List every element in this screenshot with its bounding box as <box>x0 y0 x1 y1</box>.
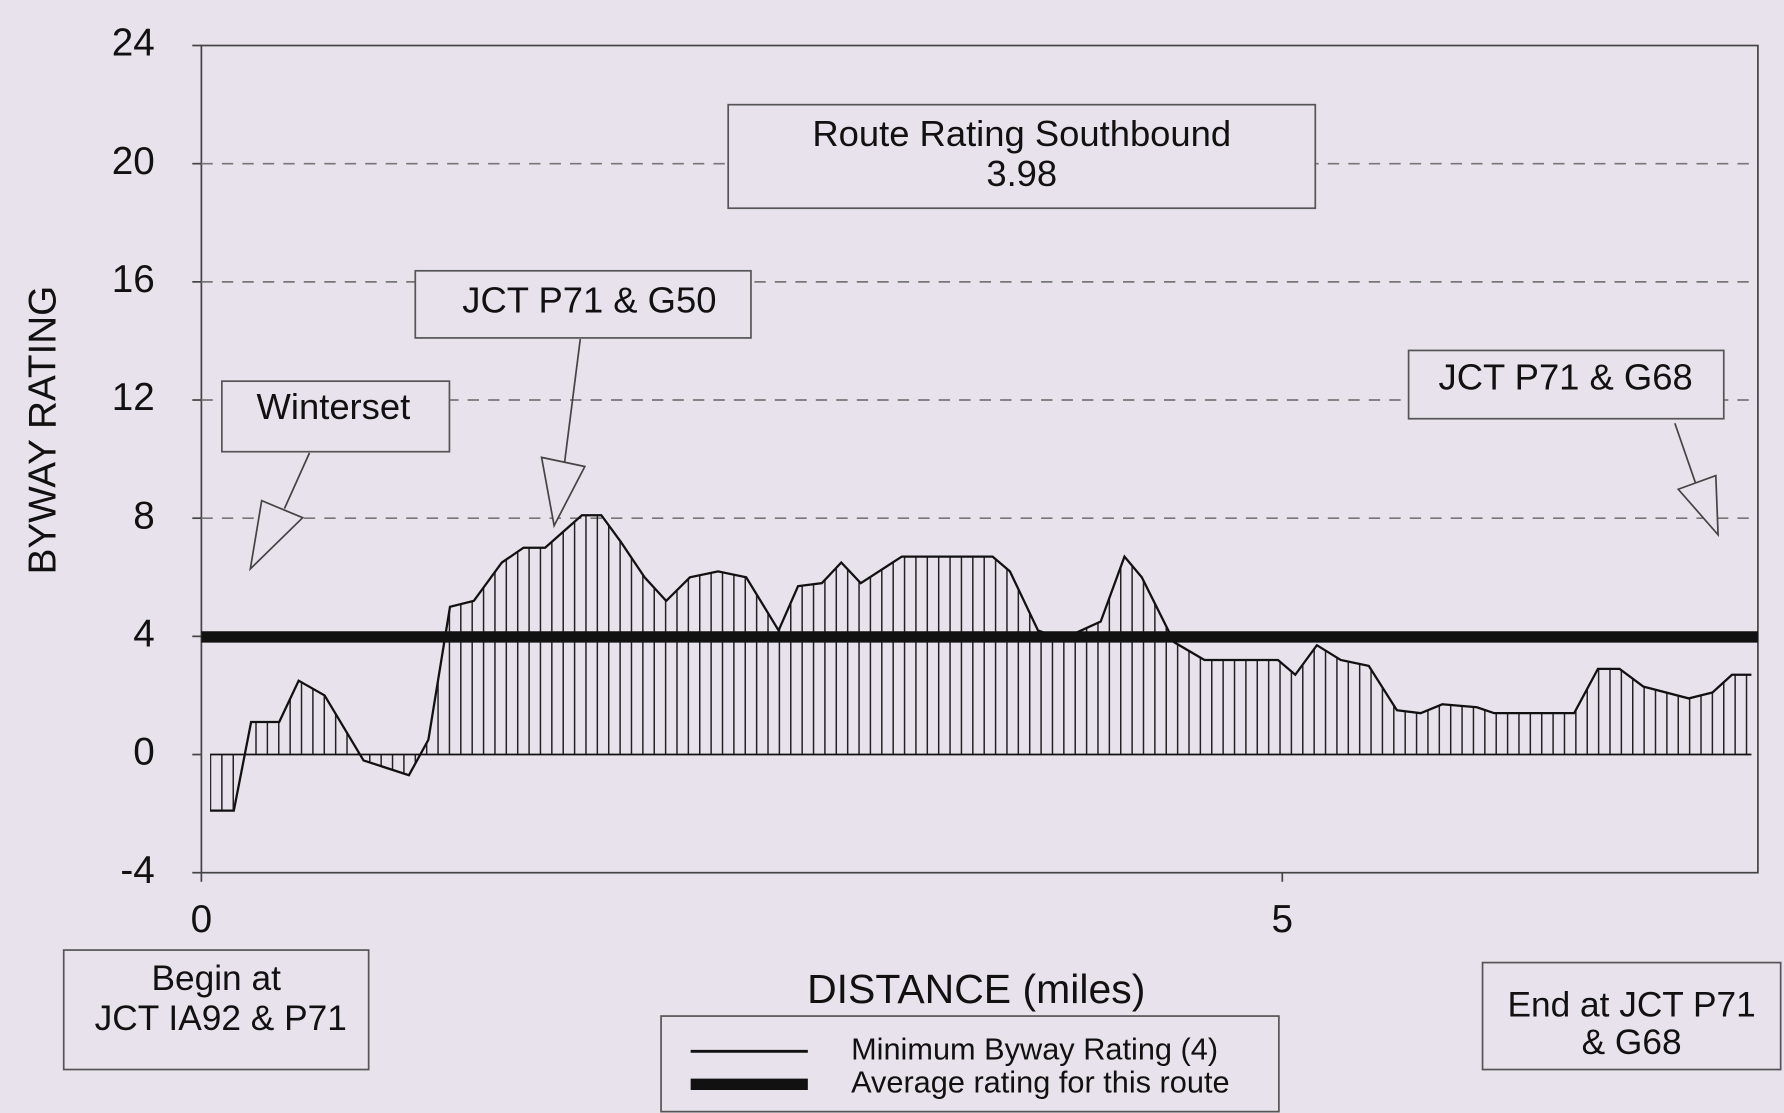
end-label: End at JCT P71 <box>1507 985 1755 1024</box>
route-rating-value: 3.98 <box>986 153 1057 194</box>
callout-line <box>283 452 311 509</box>
y-tick-label: 16 <box>112 258 155 301</box>
legend-label: Minimum Byway Rating (4) <box>851 1031 1218 1066</box>
end-label: & G68 <box>1582 1023 1682 1062</box>
callout-arrow <box>249 499 305 572</box>
callout-line <box>1674 422 1697 483</box>
line <box>210 514 1752 812</box>
x-axis-title: DISTANCE (miles) <box>807 966 1145 1012</box>
callout-arrow <box>1676 474 1720 538</box>
y-tick-label: 4 <box>133 613 155 656</box>
plot-root: -4 0 4 8 12 16 20 24 0 5 BYWAY RATING DISTANCE (m… <box>22 22 1782 1113</box>
y-tick-label: 12 <box>112 376 155 419</box>
x-tick-label: 0 <box>191 898 213 941</box>
y-tick-label: -4 <box>120 849 154 892</box>
callout-line <box>563 338 582 465</box>
annotation-box <box>1407 349 1725 420</box>
annotation: JCT P71 & G68 <box>1439 357 1693 398</box>
legend-entries: Minimum Byway Rating (4)Average rating f… <box>690 1031 1230 1099</box>
y-tick-label: 24 <box>112 22 155 65</box>
area <box>210 515 1752 811</box>
y-tick-label: 20 <box>112 140 155 183</box>
begin-box <box>62 949 370 1071</box>
legend-label: Average rating for this route <box>851 1064 1230 1099</box>
legend <box>660 1015 1280 1113</box>
annotation: Winterset <box>257 386 411 427</box>
plot-frame <box>200 44 1759 874</box>
marks: -4 0 4 8 12 16 20 24 0 5 <box>112 22 1758 941</box>
route-rating-label: Route Rating Southbound <box>812 113 1231 154</box>
end-box <box>1481 961 1782 1071</box>
annotation-box <box>414 269 752 339</box>
y-tick-label: 0 <box>133 731 155 774</box>
annotation-box <box>221 380 451 453</box>
x-tick-label: 5 <box>1272 898 1294 941</box>
begin-label: Begin at <box>151 959 281 998</box>
annotation: JCT P71 & G50 <box>462 279 716 320</box>
begin-label: JCT IA92 & P71 <box>95 999 347 1038</box>
y-tick-label: 8 <box>133 494 155 537</box>
callout-arrow <box>540 456 587 529</box>
y-axis-title: BYWAY RATING <box>22 286 65 575</box>
route-rating-box <box>727 103 1317 210</box>
